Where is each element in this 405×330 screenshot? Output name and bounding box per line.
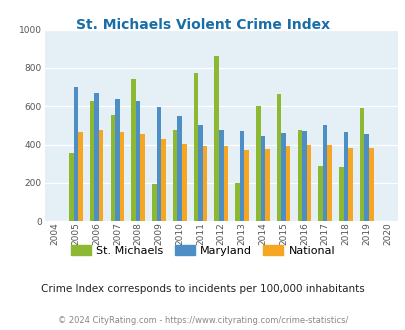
- Bar: [198, 125, 202, 221]
- Bar: [297, 130, 301, 221]
- Bar: [223, 147, 228, 221]
- Bar: [218, 130, 223, 221]
- Bar: [347, 148, 352, 221]
- Bar: [177, 116, 181, 221]
- Bar: [161, 139, 165, 221]
- Bar: [306, 145, 311, 221]
- Bar: [343, 132, 347, 221]
- Bar: [69, 153, 73, 221]
- Bar: [78, 132, 83, 221]
- Bar: [322, 125, 327, 221]
- Bar: [94, 93, 99, 221]
- Bar: [255, 106, 260, 221]
- Bar: [285, 147, 290, 221]
- Bar: [156, 107, 161, 221]
- Bar: [90, 102, 94, 221]
- Bar: [327, 146, 331, 221]
- Bar: [140, 134, 145, 221]
- Bar: [364, 134, 368, 221]
- Bar: [99, 130, 103, 221]
- Bar: [281, 133, 285, 221]
- Bar: [202, 147, 207, 221]
- Bar: [368, 148, 373, 221]
- Bar: [338, 167, 343, 221]
- Bar: [359, 108, 364, 221]
- Bar: [115, 99, 119, 221]
- Bar: [131, 79, 136, 221]
- Bar: [181, 144, 186, 221]
- Bar: [239, 131, 244, 221]
- Text: © 2024 CityRating.com - https://www.cityrating.com/crime-statistics/: © 2024 CityRating.com - https://www.city…: [58, 316, 347, 325]
- Bar: [173, 130, 177, 221]
- Bar: [119, 132, 124, 221]
- Bar: [301, 131, 306, 221]
- Bar: [276, 94, 281, 221]
- Bar: [214, 56, 218, 221]
- Text: Crime Index corresponds to incidents per 100,000 inhabitants: Crime Index corresponds to incidents per…: [41, 284, 364, 294]
- Bar: [136, 101, 140, 221]
- Bar: [244, 150, 248, 221]
- Bar: [260, 136, 264, 221]
- Bar: [73, 87, 78, 221]
- Bar: [152, 184, 156, 221]
- Text: St. Michaels Violent Crime Index: St. Michaels Violent Crime Index: [76, 18, 329, 32]
- Bar: [318, 166, 322, 221]
- Bar: [110, 115, 115, 221]
- Legend: St. Michaels, Maryland, National: St. Michaels, Maryland, National: [66, 241, 339, 260]
- Bar: [264, 149, 269, 221]
- Bar: [193, 73, 198, 221]
- Bar: [234, 183, 239, 221]
